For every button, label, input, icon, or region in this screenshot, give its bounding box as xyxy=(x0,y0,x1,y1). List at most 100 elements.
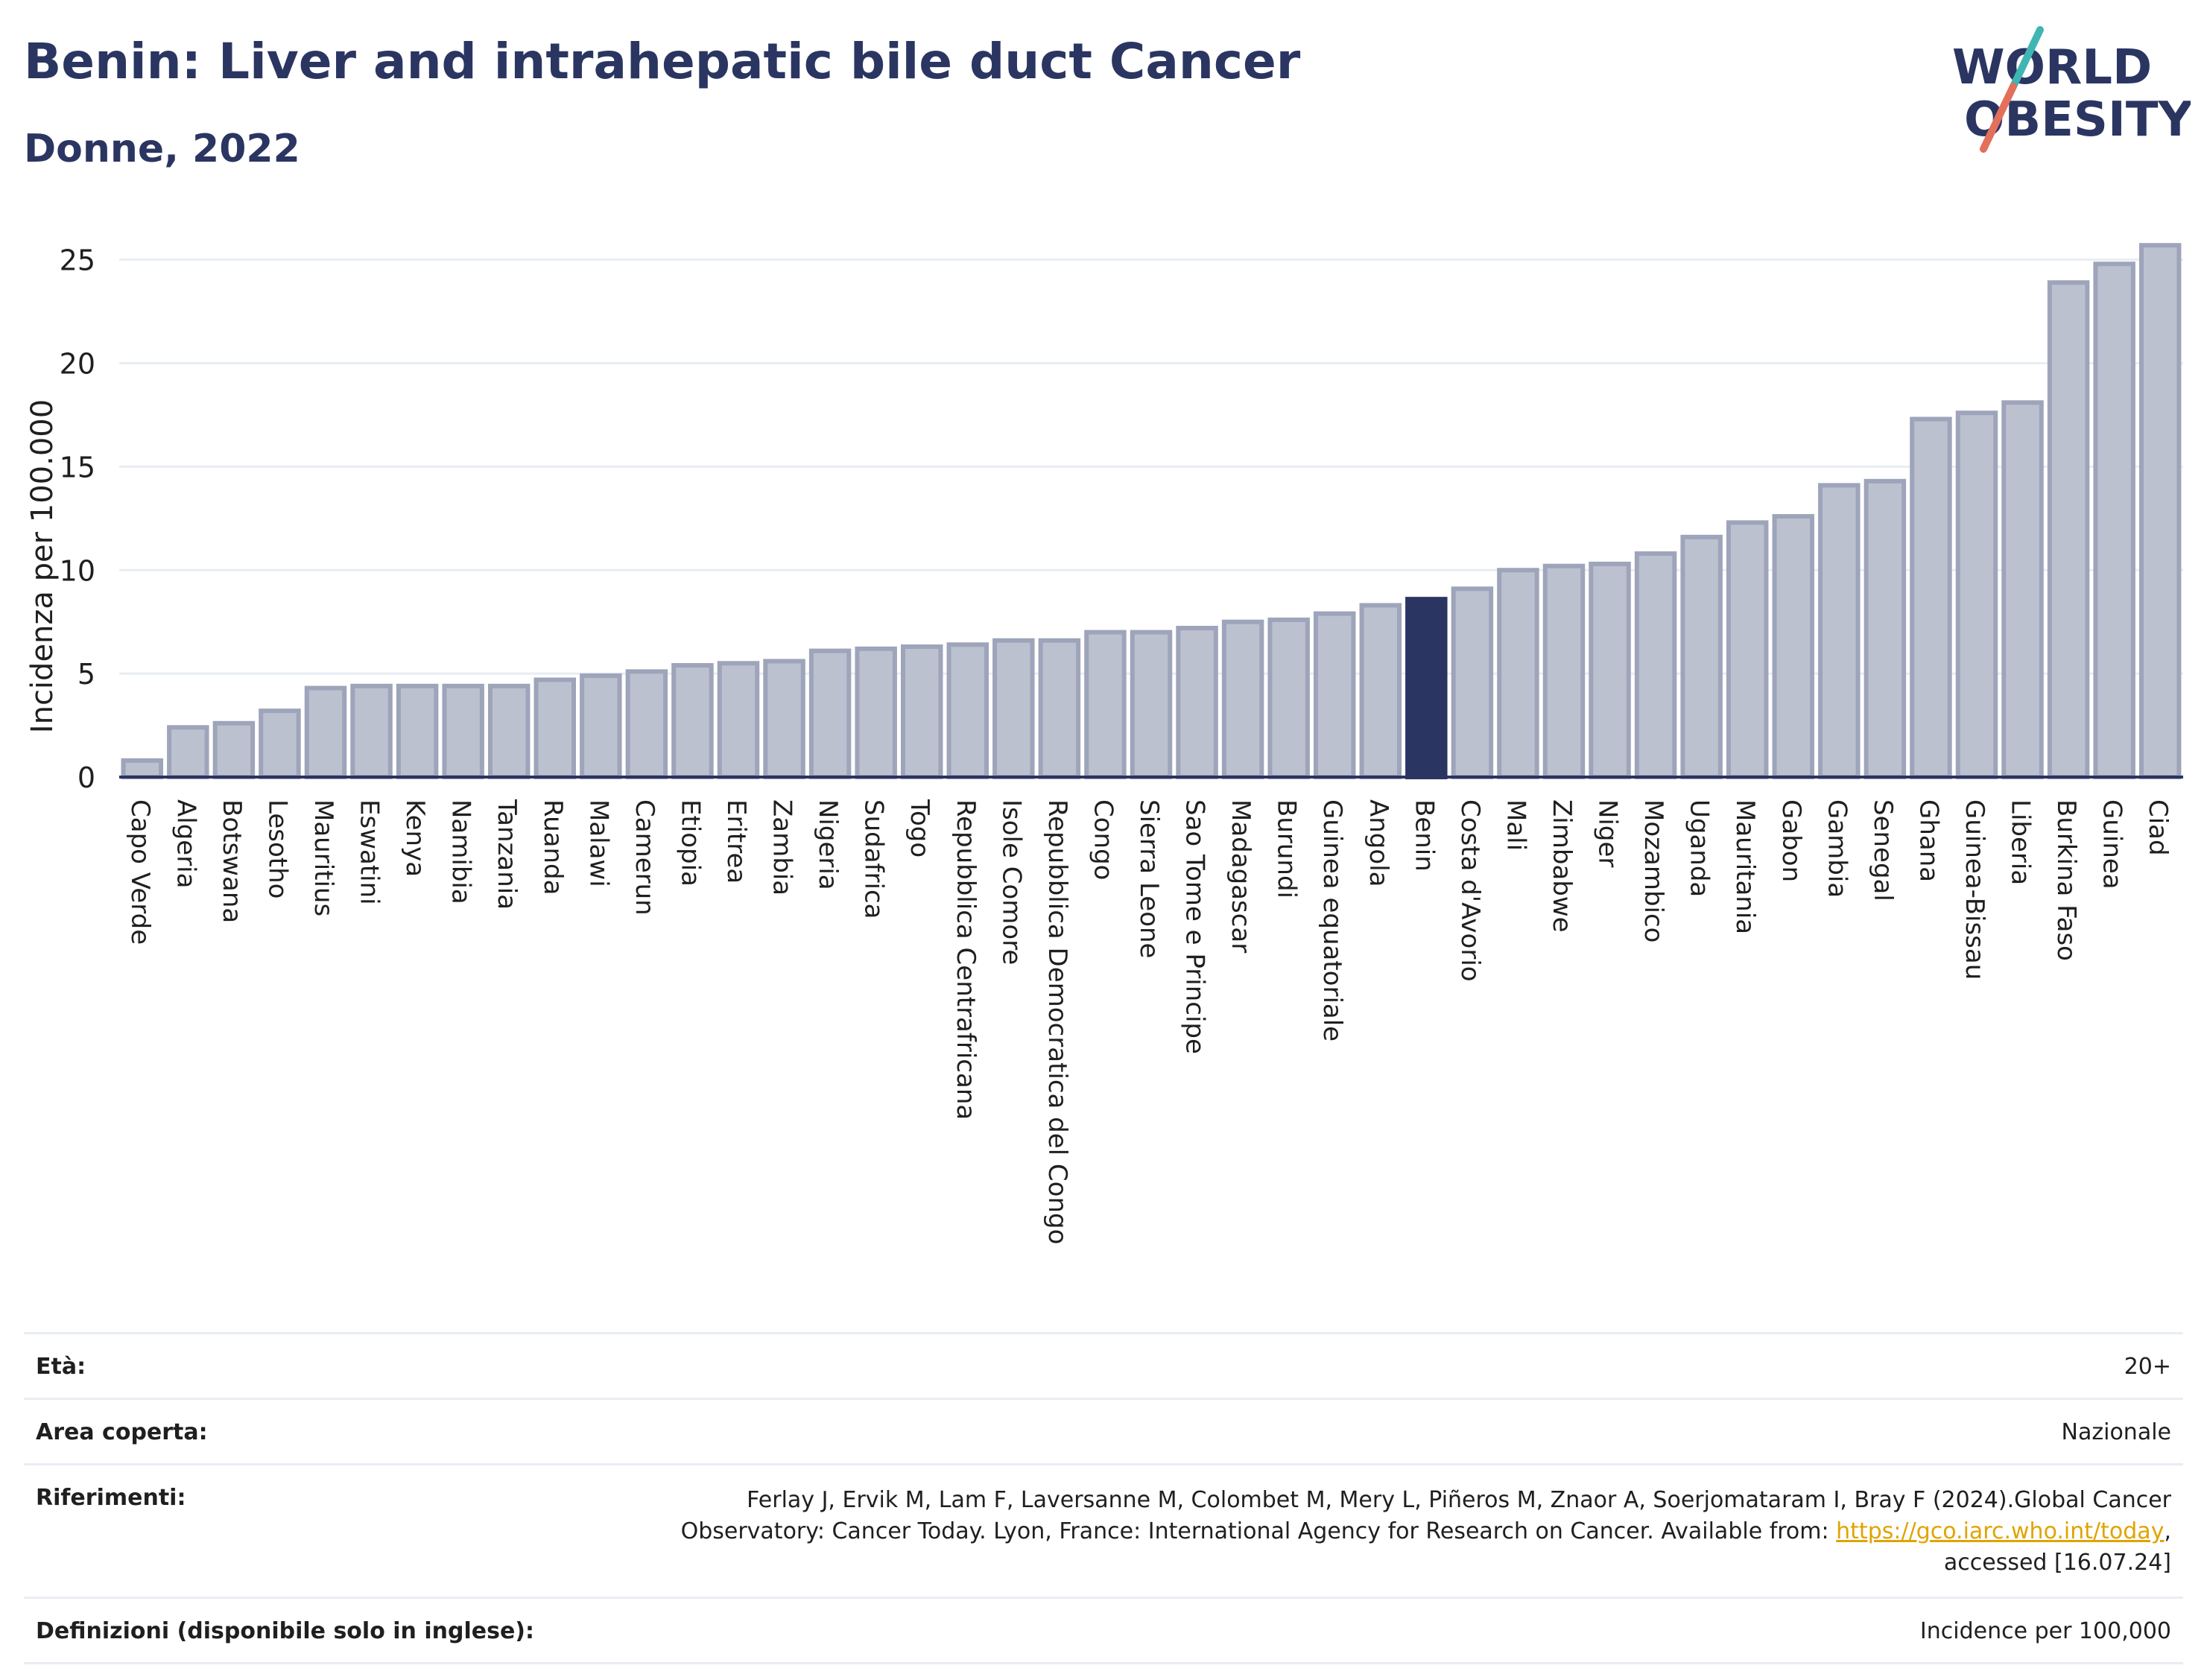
bar-eswatini xyxy=(350,683,393,779)
x-tick-label: Ruanda xyxy=(538,799,568,895)
x-tick-label: Burundi xyxy=(1272,799,1302,898)
y-tick-label: 25 xyxy=(60,244,95,277)
x-axis-ticks: Capo Verde Algeria Botswana Lesotho Mauritiu… xyxy=(125,799,2173,1244)
x-tick-label: Zimbabwe xyxy=(1547,799,1577,933)
bar-nigeria xyxy=(808,648,852,779)
definitions-value: Incidence per 100,000 xyxy=(1919,1618,2171,1644)
bar-sierra-leone xyxy=(1130,630,1173,779)
x-tick-label: Angola xyxy=(1364,799,1393,887)
references-link[interactable]: https://gco.iarc.who.int/today xyxy=(1836,1518,2165,1544)
bar-isole-comore xyxy=(992,638,1035,779)
x-tick-label: Mauritania xyxy=(1730,799,1760,934)
x-tick-label: Madagascar xyxy=(1226,799,1255,953)
bar-tanzania xyxy=(487,683,531,779)
bar-senegal xyxy=(1863,478,1907,779)
bar-ghana xyxy=(1910,416,1952,779)
area-value: Nazionale xyxy=(2061,1419,2171,1445)
x-tick-label: Sao Tome e Principe xyxy=(1180,799,1210,1054)
bar-zimbabwe xyxy=(1542,563,1586,779)
bar-angola xyxy=(1359,603,1402,779)
y-axis-ticks: 0 5 10 15 20 25 xyxy=(60,244,95,794)
meta-row-definitions: Definizioni (disponibile solo in inglese… xyxy=(24,1597,2183,1664)
x-tick-label: Namibia xyxy=(446,799,476,904)
x-tick-label: Eritrea xyxy=(721,799,751,884)
y-tick-label: 20 xyxy=(60,348,95,381)
x-tick-label: Botswana xyxy=(217,799,247,923)
x-tick-label: Tanzania xyxy=(492,799,522,910)
y-axis-label: Incidenza per 100.000 xyxy=(25,399,60,733)
age-label: Età: xyxy=(36,1354,86,1380)
x-tick-label: Sierra Leone xyxy=(1134,799,1164,958)
logo-line1: WORLD xyxy=(1952,40,2152,95)
x-tick-label: Etiopia xyxy=(675,799,705,887)
bar-lesotho xyxy=(259,709,301,779)
bar-chart: 0 5 10 15 20 25 Capo Verde Algeria Botswana Leso… xyxy=(25,243,2183,1244)
x-tick-label: Kenya xyxy=(400,799,430,877)
x-tick-label: Malawi xyxy=(583,799,613,887)
x-tick-label: Gambia xyxy=(1822,799,1852,898)
x-tick-label: Nigeria xyxy=(813,799,843,890)
bar-madagascar xyxy=(1221,619,1264,779)
bar-congo xyxy=(1084,630,1127,779)
meta-row-area: Area coperta: Nazionale xyxy=(24,1398,2183,1463)
bar-zambia xyxy=(763,659,805,779)
bar-camerun xyxy=(625,669,668,780)
x-tick-label: Isole Comore xyxy=(996,799,1026,965)
bar-togo xyxy=(900,644,943,780)
bar-guinea-equatoriale xyxy=(1313,611,1356,779)
x-tick-label: Eswatini xyxy=(355,799,384,905)
bar-burkina-faso xyxy=(2047,280,2090,780)
x-tick-label: Burkina Faso xyxy=(2051,799,2081,961)
bar-mauritius xyxy=(304,685,347,780)
bar-guinea-bissau xyxy=(1955,411,1998,779)
references-text-1: Ferlay J, Ervik M, Lam F, Laversanne M, … xyxy=(680,1487,2171,1544)
meta-row-references: Riferimenti: Ferlay J, Ervik M, Lam F, L… xyxy=(24,1463,2183,1597)
bar-sao-tome-e-principe xyxy=(1176,626,1218,780)
bar-mauritania xyxy=(1726,520,1769,779)
bar-mali xyxy=(1497,568,1539,779)
area-label: Area coperta: xyxy=(36,1419,208,1445)
meta-row-age: Età: 20+ xyxy=(24,1332,2183,1398)
bar-benin xyxy=(1405,597,1448,779)
bars xyxy=(119,243,2183,780)
references-text-2: , accessed [16.07.24] xyxy=(1943,1518,2171,1576)
page-title: Benin: Liver and intrahepatic bile duct … xyxy=(24,33,1301,90)
x-tick-label: Capo Verde xyxy=(125,799,155,945)
y-tick-label: 5 xyxy=(77,658,95,691)
logo-slash-coral xyxy=(1980,83,2017,153)
bar-namibia xyxy=(442,683,484,779)
x-tick-label: Zambia xyxy=(767,799,797,896)
x-tick-label: Guinea equatoriale xyxy=(1317,799,1347,1042)
x-tick-label: Mozambico xyxy=(1638,799,1668,942)
x-tick-label: Mali xyxy=(1501,799,1530,851)
bar-costa-d-avorio xyxy=(1451,586,1494,779)
y-tick-label: 0 xyxy=(77,761,95,794)
world-obesity-logo: WORLD OBESITY xyxy=(1952,26,2191,153)
bar-burundi xyxy=(1267,617,1310,780)
y-tick-label: 10 xyxy=(60,554,95,587)
definitions-label: Definizioni (disponibile solo in inglese… xyxy=(36,1618,534,1644)
bar-botswana xyxy=(212,720,256,780)
x-tick-label: Ciad xyxy=(2143,799,2173,856)
bar-gabon xyxy=(1772,514,1815,780)
bar-kenya xyxy=(396,683,439,779)
bar-etiopia xyxy=(671,663,714,779)
bar-eritrea xyxy=(717,661,760,780)
x-tick-label: Benin xyxy=(1409,799,1439,872)
bar-uganda xyxy=(1680,534,1723,779)
x-tick-label: Ghana xyxy=(1913,799,1943,882)
page-subtitle: Donne, 2022 xyxy=(24,127,300,171)
age-value: 20+ xyxy=(2124,1354,2171,1380)
x-tick-label: Senegal xyxy=(1868,799,1898,901)
bar-capo-verde xyxy=(121,758,164,779)
y-tick-label: 15 xyxy=(60,451,95,484)
bar-repubblica-centrafricana xyxy=(946,642,989,780)
x-tick-label: Togo xyxy=(905,799,934,858)
logo-slash-teal xyxy=(2010,26,2044,90)
bar-guinea xyxy=(2093,261,2135,779)
bar-ruanda xyxy=(533,677,577,780)
references-label: Riferimenti: xyxy=(36,1485,186,1511)
bar-gambia xyxy=(1818,483,1861,779)
x-tick-label: Guinea xyxy=(2097,799,2127,890)
x-tick-label: Liberia xyxy=(2006,799,2036,885)
